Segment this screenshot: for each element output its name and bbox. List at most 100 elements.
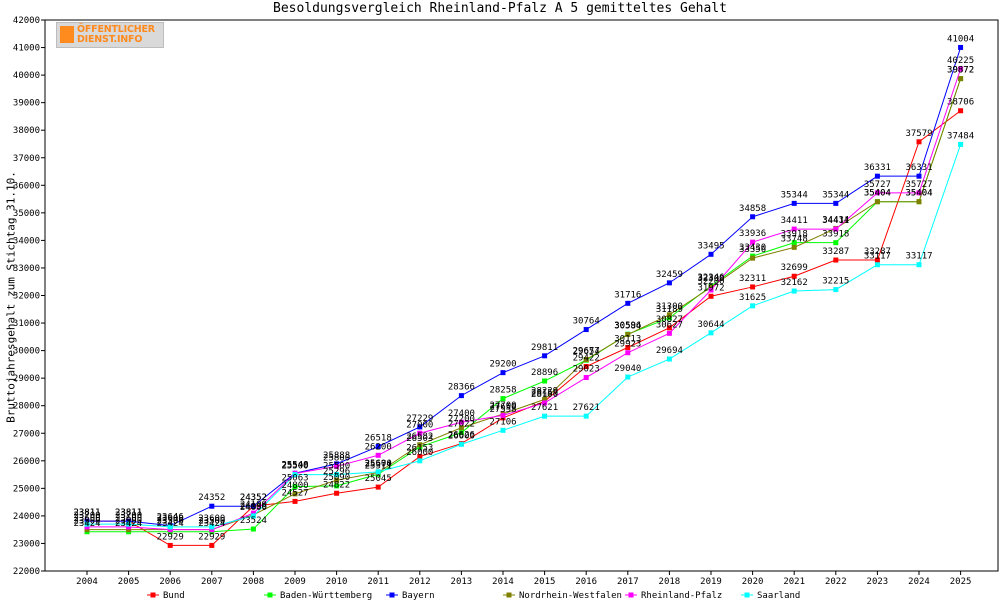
data-label-baden-w-rttemberg: 32346 [697, 273, 724, 283]
data-label-baden-w-rttemberg: 28896 [531, 368, 558, 378]
data-label-bayern: 27229 [406, 414, 433, 424]
x-tick-label: 2007 [201, 577, 223, 587]
data-point-bayern [126, 518, 132, 524]
data-label-rheinland-pfalz: 29023 [573, 365, 600, 375]
data-point-bayern [916, 173, 922, 179]
data-point-saarland [833, 287, 839, 293]
data-point-rheinland-pfalz [833, 226, 839, 232]
data-point-bayern [500, 370, 506, 376]
data-point-nordrhein-westfalen [292, 491, 298, 497]
logo-line-2: DIENST.INFO [77, 34, 143, 45]
data-point-bund [708, 293, 714, 299]
legend-marker-bayern [389, 592, 395, 598]
x-tick-label: 2011 [367, 577, 389, 587]
data-label-nordrhein-westfalen: 28229 [531, 386, 558, 396]
data-point-bayern [958, 44, 964, 50]
x-tick-label: 2012 [409, 577, 431, 587]
data-label-saarland: 25600 [365, 459, 392, 469]
data-point-rheinland-pfalz [666, 330, 672, 336]
x-tick-label: 2022 [825, 577, 847, 587]
y-tick-label: 32000 [13, 292, 40, 302]
data-label-nordrhein-westfalen: 31300 [656, 302, 683, 312]
data-label-saarland: 32215 [822, 277, 849, 287]
data-label-baden-w-rttemberg: 23424 [73, 519, 100, 529]
data-label-bayern: 34858 [739, 204, 766, 214]
data-point-rheinland-pfalz [500, 412, 506, 418]
data-point-bund [375, 484, 381, 490]
x-tick-label: 2020 [742, 577, 764, 587]
data-label-bund: 31972 [697, 283, 724, 293]
data-point-bayern [250, 503, 256, 509]
data-point-saarland [874, 262, 880, 268]
data-label-bund: 37579 [905, 129, 932, 139]
data-point-saarland [250, 513, 256, 519]
y-tick-label: 28000 [13, 402, 40, 412]
data-label-bund: 26626 [448, 431, 475, 441]
data-label-bayern: 33495 [697, 241, 724, 251]
data-label-bund: 28159 [531, 388, 558, 398]
data-point-saarland [750, 303, 756, 309]
data-label-rheinland-pfalz: 23500 [157, 517, 184, 527]
y-tick-label: 25000 [13, 484, 40, 494]
data-point-bayern [458, 393, 464, 399]
data-label-saarland: 24000 [240, 503, 267, 513]
data-point-bayern [542, 353, 548, 359]
data-point-bayern [791, 200, 797, 206]
data-label-rheinland-pfalz: 35727 [864, 180, 891, 190]
data-label-baden-w-rttemberg: 31189 [656, 305, 683, 315]
data-point-nordrhein-westfalen [791, 244, 797, 250]
x-tick-label: 2013 [451, 577, 473, 587]
data-label-bayern: 24352 [240, 493, 267, 503]
data-point-rheinland-pfalz [167, 527, 173, 533]
data-point-bund [791, 273, 797, 279]
data-point-bund [417, 454, 423, 460]
data-point-bayern [417, 424, 423, 430]
data-label-bayern: 35344 [781, 190, 808, 200]
data-label-bayern: 29200 [489, 360, 516, 370]
legend-label-baden-w-rttemberg: Baden-Württemberg [280, 591, 372, 600]
data-label-bund: 33287 [822, 247, 849, 257]
plot-frame [44, 19, 999, 572]
x-tick-label: 2008 [243, 577, 265, 587]
data-point-bund [334, 490, 340, 496]
data-label-bund: 30113 [614, 334, 641, 344]
data-label-bund: 23811 [73, 508, 100, 518]
data-point-saarland [167, 524, 173, 530]
data-label-saarland: 26000 [406, 448, 433, 458]
data-label-rheinland-pfalz: 23500 [198, 517, 225, 527]
data-label-nordrhein-westfalen: 23500 [115, 517, 142, 527]
data-label-saarland: 26600 [448, 431, 475, 441]
x-tick-label: 2025 [950, 577, 972, 587]
x-tick-label: 2019 [700, 577, 722, 587]
data-point-saarland [625, 374, 631, 380]
data-label-rheinland-pfalz: 28100 [531, 390, 558, 400]
data-point-saarland [334, 472, 340, 478]
data-point-rheinland-pfalz [874, 190, 880, 196]
data-label-nordrhein-westfalen: 23500 [157, 517, 184, 527]
data-label-saarland: 33117 [864, 252, 891, 262]
oeffentlicher-dienst-logo: ÖFFENTLICHER DIENST.INFO [56, 22, 164, 48]
y-tick-label: 23000 [13, 539, 40, 549]
data-point-baden-w-rttemberg [292, 484, 298, 490]
data-label-bayern: 30764 [573, 317, 600, 327]
data-point-nordrhein-westfalen [542, 396, 548, 402]
data-label-rheinland-pfalz: 29923 [614, 340, 641, 350]
data-label-nordrhein-westfalen: 29677 [573, 346, 600, 356]
data-point-rheinland-pfalz [708, 287, 714, 293]
data-label-baden-w-rttemberg: 35404 [864, 189, 891, 199]
data-label-bayern: 25548 [281, 460, 308, 470]
x-tick-label: 2005 [118, 577, 140, 587]
data-point-nordrhein-westfalen [750, 255, 756, 261]
data-point-rheinland-pfalz [334, 463, 340, 469]
series-line-baden-w-rttemberg [87, 78, 962, 533]
data-label-bayern: 26518 [365, 434, 392, 444]
data-point-bund [666, 325, 672, 331]
legend-label-rheinland-pfalz: Rheinland-Pfalz [641, 591, 722, 600]
x-tick-label: 2006 [159, 577, 181, 587]
chart-axes: 22000 23000 24000 25000 26000 27000 28000 29000… [13, 16, 999, 587]
data-label-baden-w-rttemberg: 33918 [822, 230, 849, 240]
legend: Bund Baden-Württemberg Bayern Nordrhein-Wes… [147, 591, 800, 600]
data-label-bayern: 29811 [531, 343, 558, 353]
x-tick-label: 2014 [492, 577, 514, 587]
data-point-nordrhein-westfalen [126, 527, 132, 533]
